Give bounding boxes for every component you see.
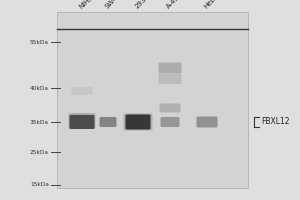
Text: 25kDa: 25kDa <box>30 150 49 154</box>
FancyBboxPatch shape <box>158 62 182 73</box>
FancyBboxPatch shape <box>125 114 151 130</box>
Text: HeLa: HeLa <box>203 0 220 10</box>
FancyBboxPatch shape <box>158 74 182 84</box>
Text: A-431: A-431 <box>166 0 184 10</box>
Text: 55kDa: 55kDa <box>30 40 49 45</box>
Bar <box>57 12 248 188</box>
Text: 40kDa: 40kDa <box>30 86 49 90</box>
Text: 35kDa: 35kDa <box>30 119 49 124</box>
Text: 15kDa: 15kDa <box>30 182 49 188</box>
Text: FBXL12: FBXL12 <box>261 117 290 127</box>
FancyBboxPatch shape <box>160 117 179 127</box>
FancyBboxPatch shape <box>124 114 152 130</box>
FancyBboxPatch shape <box>70 115 94 129</box>
FancyBboxPatch shape <box>68 113 95 129</box>
FancyBboxPatch shape <box>160 104 181 112</box>
FancyBboxPatch shape <box>100 117 116 127</box>
Text: SW480: SW480 <box>104 0 125 10</box>
FancyBboxPatch shape <box>71 87 92 95</box>
FancyBboxPatch shape <box>196 116 218 128</box>
Text: 293T: 293T <box>134 0 151 10</box>
Text: NIH/3T3: NIH/3T3 <box>78 0 102 10</box>
